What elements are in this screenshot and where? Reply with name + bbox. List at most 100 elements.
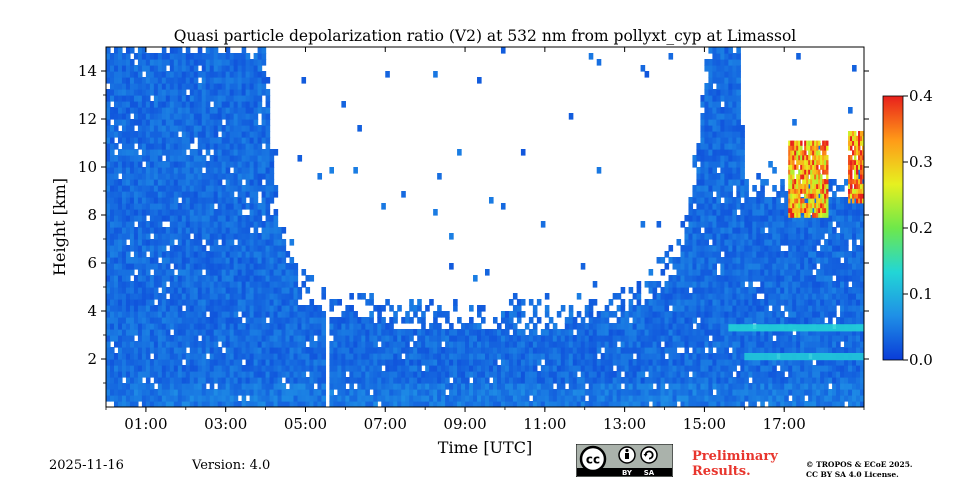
heatmap-cell bbox=[265, 77, 271, 84]
heatmap-cell bbox=[177, 323, 183, 330]
heatmap-cell bbox=[197, 281, 203, 288]
heatmap-cell bbox=[740, 293, 745, 300]
heatmap-cell bbox=[257, 365, 263, 372]
heatmap-cell bbox=[217, 173, 223, 180]
heatmap-cell bbox=[437, 329, 442, 336]
heatmap-cell bbox=[692, 227, 698, 234]
heatmap-cell bbox=[708, 149, 713, 156]
heatmap-cell bbox=[229, 221, 235, 228]
heatmap-cell bbox=[197, 53, 203, 60]
heatmap-cell bbox=[736, 371, 741, 378]
heatmap-cell bbox=[169, 227, 175, 234]
heatmap-cell bbox=[269, 173, 275, 180]
heatmap-cell bbox=[197, 371, 203, 378]
heatmap-cell bbox=[716, 77, 721, 84]
heatmap-cell bbox=[153, 173, 159, 180]
heatmap-cell bbox=[357, 293, 362, 300]
heatmap-cell bbox=[696, 251, 702, 258]
heatmap-cell bbox=[217, 245, 223, 252]
heatmap-cell bbox=[257, 101, 263, 108]
heatmap-cell bbox=[121, 59, 127, 66]
heatmap-cell bbox=[253, 227, 259, 234]
heatmap-cell bbox=[532, 389, 538, 396]
heatmap-cell bbox=[137, 233, 143, 240]
heatmap-cell bbox=[532, 335, 538, 342]
heatmap-cell bbox=[716, 275, 721, 282]
heatmap-cell bbox=[688, 323, 694, 330]
heatmap-cell bbox=[201, 383, 207, 390]
heatmap-cell bbox=[245, 179, 251, 186]
heatmap-cell bbox=[361, 401, 366, 407]
heatmap-cell bbox=[301, 341, 307, 348]
heatmap-cell bbox=[141, 383, 147, 390]
heatmap-cell bbox=[265, 119, 271, 126]
heatmap-cell bbox=[205, 287, 211, 294]
heatmap-cell bbox=[165, 263, 171, 270]
heatmap-cell bbox=[217, 203, 223, 210]
heatmap-cell bbox=[157, 83, 163, 90]
heatmap-cell bbox=[512, 377, 518, 384]
heatmap-cell bbox=[692, 233, 698, 240]
heatmap-cell bbox=[145, 77, 151, 84]
heatmap-cell bbox=[720, 389, 725, 396]
heatmap-cell bbox=[181, 329, 187, 336]
heatmap-cell bbox=[289, 317, 295, 324]
heatmap-cell bbox=[145, 257, 151, 264]
heatmap-cell bbox=[369, 359, 374, 366]
heatmap-cell bbox=[137, 365, 143, 372]
heatmap-cell bbox=[728, 227, 733, 234]
heatmap-cell bbox=[181, 161, 187, 168]
heatmap-cell bbox=[293, 383, 299, 390]
heatmap-cell bbox=[153, 401, 159, 407]
heatmap-cell bbox=[301, 365, 307, 372]
heatmap-cell bbox=[273, 281, 279, 288]
heatmap-cell bbox=[245, 59, 251, 66]
heatmap-cell bbox=[329, 401, 334, 407]
heatmap-cell bbox=[197, 395, 203, 402]
heatmap-cell bbox=[616, 335, 622, 342]
heatmap-cell bbox=[437, 353, 442, 360]
heatmap-cell bbox=[616, 317, 622, 324]
heatmap-cell bbox=[241, 347, 247, 354]
heatmap-cell bbox=[540, 395, 546, 402]
heatmap-cell bbox=[385, 401, 390, 407]
heatmap-cell bbox=[548, 317, 554, 324]
heatmap-cell bbox=[106, 149, 111, 156]
heatmap-cell bbox=[241, 269, 247, 276]
heatmap-cell bbox=[157, 401, 163, 407]
heatmap-cell bbox=[301, 401, 307, 407]
heatmap-cell bbox=[153, 125, 159, 132]
heatmap-cell bbox=[197, 401, 203, 407]
heatmap-cell bbox=[281, 293, 287, 300]
heatmap-cell bbox=[233, 287, 239, 294]
heatmap-cell bbox=[169, 401, 175, 407]
heatmap-cell bbox=[520, 299, 526, 306]
heatmap-cell bbox=[197, 59, 203, 66]
heatmap-cell bbox=[189, 359, 195, 366]
heatmap-cell bbox=[129, 197, 135, 204]
heatmap-cell bbox=[620, 287, 626, 294]
heatmap-cell bbox=[313, 395, 319, 402]
heatmap-cell bbox=[141, 83, 147, 90]
heatmap-cell bbox=[672, 341, 678, 348]
heatmap-cell bbox=[473, 329, 478, 336]
heatmap-cell bbox=[712, 341, 717, 348]
heatmap-cell bbox=[141, 89, 147, 96]
heatmap-cell bbox=[106, 227, 111, 234]
heatmap-cell bbox=[253, 191, 259, 198]
heatmap-cell bbox=[536, 359, 542, 366]
heatmap-cell bbox=[720, 89, 725, 96]
heatmap-cell bbox=[193, 383, 199, 390]
heatmap-cell bbox=[540, 341, 546, 348]
heatmap-cell bbox=[756, 359, 761, 366]
heatmap-cell bbox=[209, 185, 215, 192]
heatmap-cell bbox=[704, 107, 710, 114]
heatmap-cell bbox=[241, 299, 247, 306]
heatmap-cell bbox=[405, 347, 410, 354]
heatmap-cell bbox=[532, 365, 538, 372]
heatmap-cell bbox=[237, 101, 243, 108]
heatmap-cell bbox=[217, 281, 223, 288]
heatmap-cell bbox=[241, 173, 247, 180]
heatmap-cell bbox=[728, 143, 733, 150]
heatmap-cell bbox=[237, 389, 243, 396]
